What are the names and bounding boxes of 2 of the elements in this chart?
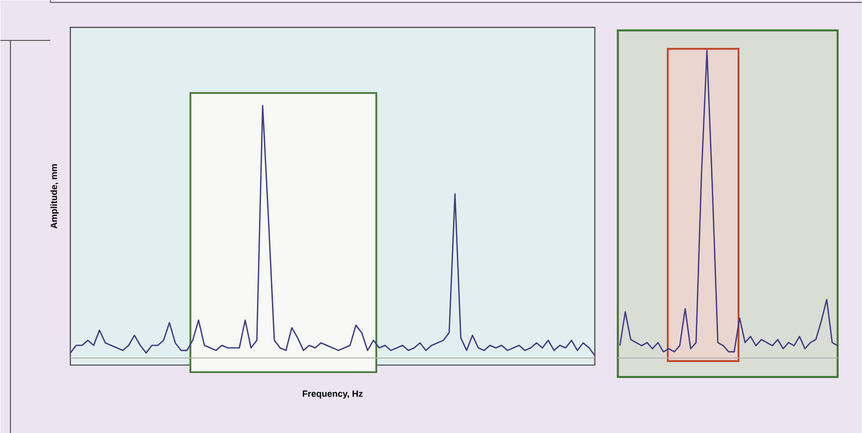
y-axis-title: Amplitude, mm xyxy=(50,164,59,228)
x-axis-title: Frequency, Hz xyxy=(302,390,363,398)
